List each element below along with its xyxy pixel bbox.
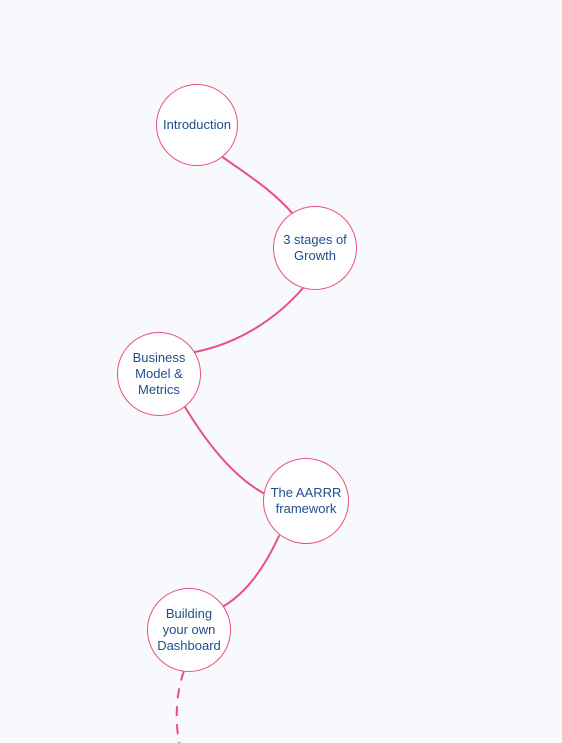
connector-stages-to-business — [194, 287, 304, 353]
roadmap-node-building-dashboard[interactable]: Building your own Dashboard — [147, 588, 231, 672]
connector-intro-to-stages — [220, 155, 294, 215]
roadmap-node-introduction[interactable]: Introduction — [156, 84, 238, 166]
roadmap-node-business-model-metrics[interactable]: Business Model & Metrics — [117, 332, 201, 416]
roadmap-node-3-stages-of-growth[interactable]: 3 stages of Growth — [273, 206, 357, 290]
roadmap-node-label: 3 stages of Growth — [283, 232, 347, 263]
connector-dashboard-to-next — [175, 670, 185, 743]
roadmap-node-label: Building your own Dashboard — [157, 606, 221, 653]
roadmap-node-label: Business Model & Metrics — [132, 350, 186, 397]
connector-business-to-aarrr — [184, 406, 266, 495]
roadmap-node-label: Introduction — [163, 117, 231, 132]
roadmap-node-label: The AARRR framework — [270, 485, 342, 516]
connector-aarrr-to-dashboard — [223, 535, 280, 607]
roadmap-node-aarrr-framework[interactable]: The AARRR framework — [263, 458, 349, 544]
